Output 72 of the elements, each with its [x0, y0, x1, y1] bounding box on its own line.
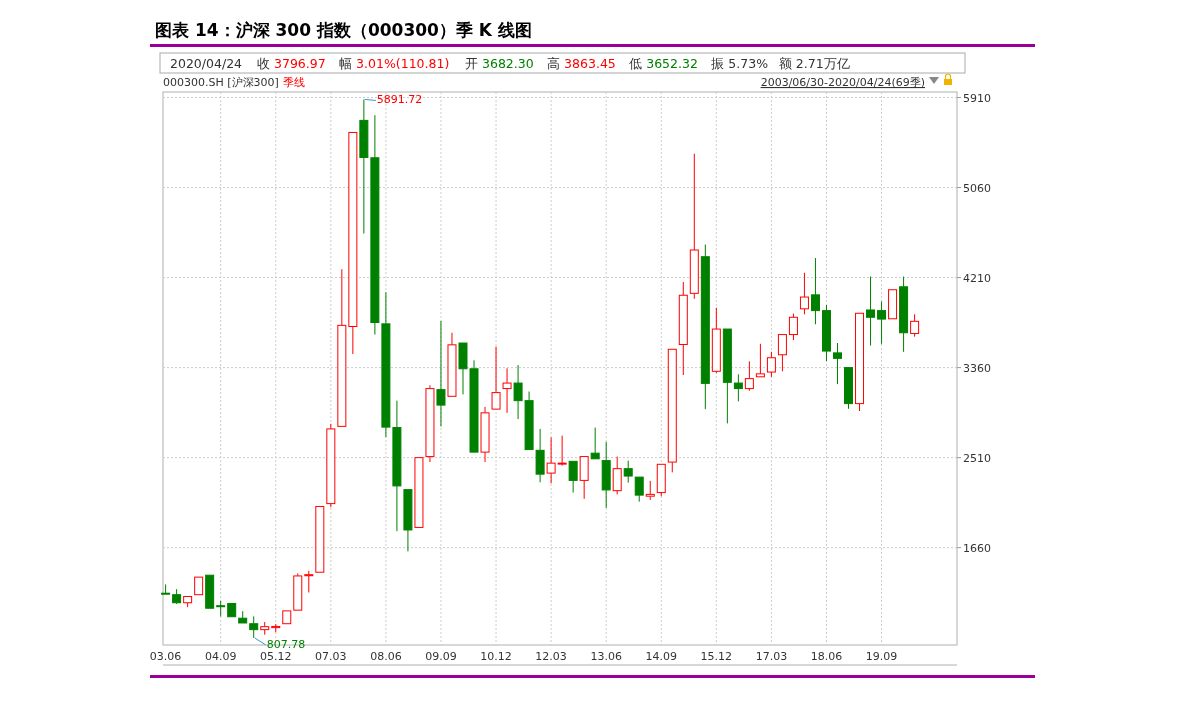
text: 开 3682.30 [465, 56, 534, 71]
y-tick-label: 4210 [963, 271, 991, 285]
candlestick [601, 441, 611, 509]
annotation: 807.78 [266, 637, 306, 651]
text: 2020/04/24 [170, 56, 243, 71]
y-tick-label: 5060 [963, 181, 991, 195]
x-tick-label: 15.12 [700, 650, 733, 663]
x-tick-label: 09.09 [425, 650, 457, 663]
y-tick-label: 1660 [963, 541, 991, 555]
x-tick-label: 12.03 [535, 650, 567, 663]
y-tick-label: 3360 [963, 361, 991, 375]
candlestick [755, 343, 765, 378]
candlestick [491, 346, 501, 410]
text: 额 2.71万亿 [778, 56, 850, 71]
x-tick-label: 19.09 [865, 650, 898, 663]
candlestick [744, 360, 754, 392]
candlestick [855, 312, 865, 412]
annotation: 5891.72 [376, 93, 423, 107]
x-tick-label: 03.06 [149, 650, 182, 663]
candlestick [238, 610, 248, 624]
x-tick-label: 18.06 [810, 650, 843, 663]
candlestick [227, 602, 237, 618]
candlestick [678, 281, 688, 376]
x-tick-label: 10.12 [480, 650, 512, 663]
candlestick [722, 328, 732, 424]
candlestick [249, 615, 259, 639]
text: 低 3652.32 [629, 56, 698, 71]
candlestick [337, 268, 347, 427]
x-tick-label: 13.06 [590, 650, 622, 663]
candlestick [194, 576, 204, 596]
text: 2003/06/30-2020/04/24(69季) [760, 76, 925, 89]
candlestick [436, 320, 446, 427]
candlestick [568, 460, 578, 494]
candlestick [161, 583, 171, 595]
candlestick [282, 610, 292, 625]
x-tick-label: 08.06 [370, 650, 402, 663]
candlestick [315, 505, 325, 573]
candlestick [777, 334, 787, 372]
candlestick [700, 244, 710, 410]
text: 幅 3.01%(110.81) [339, 56, 450, 71]
candlestick [535, 428, 545, 483]
candlestick [667, 348, 677, 473]
candlestick [888, 289, 898, 320]
candlestick [590, 427, 600, 460]
x-tick-label: 17.03 [755, 650, 788, 663]
x-tick-label: 04.09 [204, 650, 237, 663]
candlestick [899, 276, 909, 353]
y-tick-label: 5910 [963, 91, 991, 105]
candlestick [810, 257, 820, 325]
candlestick [414, 457, 424, 528]
y-tick-label: 2510 [963, 451, 991, 465]
candlestick [183, 595, 193, 608]
text: 000300.SH [沪深300] 季线 [163, 76, 305, 89]
candlestick [403, 489, 413, 552]
candlestick [910, 313, 920, 338]
x-tick-label: 14.09 [645, 650, 678, 663]
candlestick [447, 332, 457, 397]
candlestick [480, 406, 490, 463]
candlestick [348, 131, 358, 355]
candlestick [833, 342, 842, 385]
chart-title: 图表 14：沪深 300 指数（000300）季 K 线图 [155, 20, 532, 40]
candlestick [866, 276, 876, 347]
candlestick [844, 367, 854, 410]
text: 振 5.73% [711, 56, 769, 71]
candlestick [425, 384, 435, 463]
text: 高 3863.45 [547, 56, 616, 71]
x-tick-label: 07.03 [315, 650, 347, 663]
text: 收 3796.97 [257, 56, 326, 71]
candlestick [205, 574, 215, 609]
x-tick-label: 05.12 [260, 650, 292, 663]
candlestick [502, 367, 512, 414]
candlestick [579, 456, 589, 500]
